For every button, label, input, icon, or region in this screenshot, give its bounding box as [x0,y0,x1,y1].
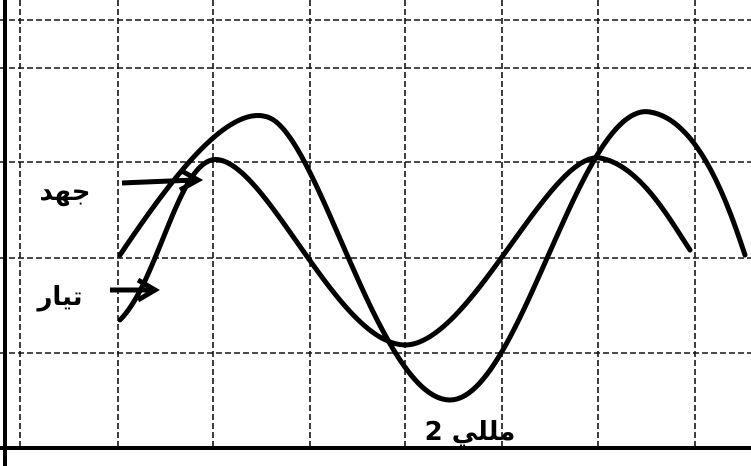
grid [0,0,751,447]
label: تيار [35,282,82,312]
curve-a [117,109,748,403]
arrow [110,277,160,303]
label: 2 مللي [425,417,516,447]
arrow [121,167,204,193]
label: جهد [40,177,91,207]
